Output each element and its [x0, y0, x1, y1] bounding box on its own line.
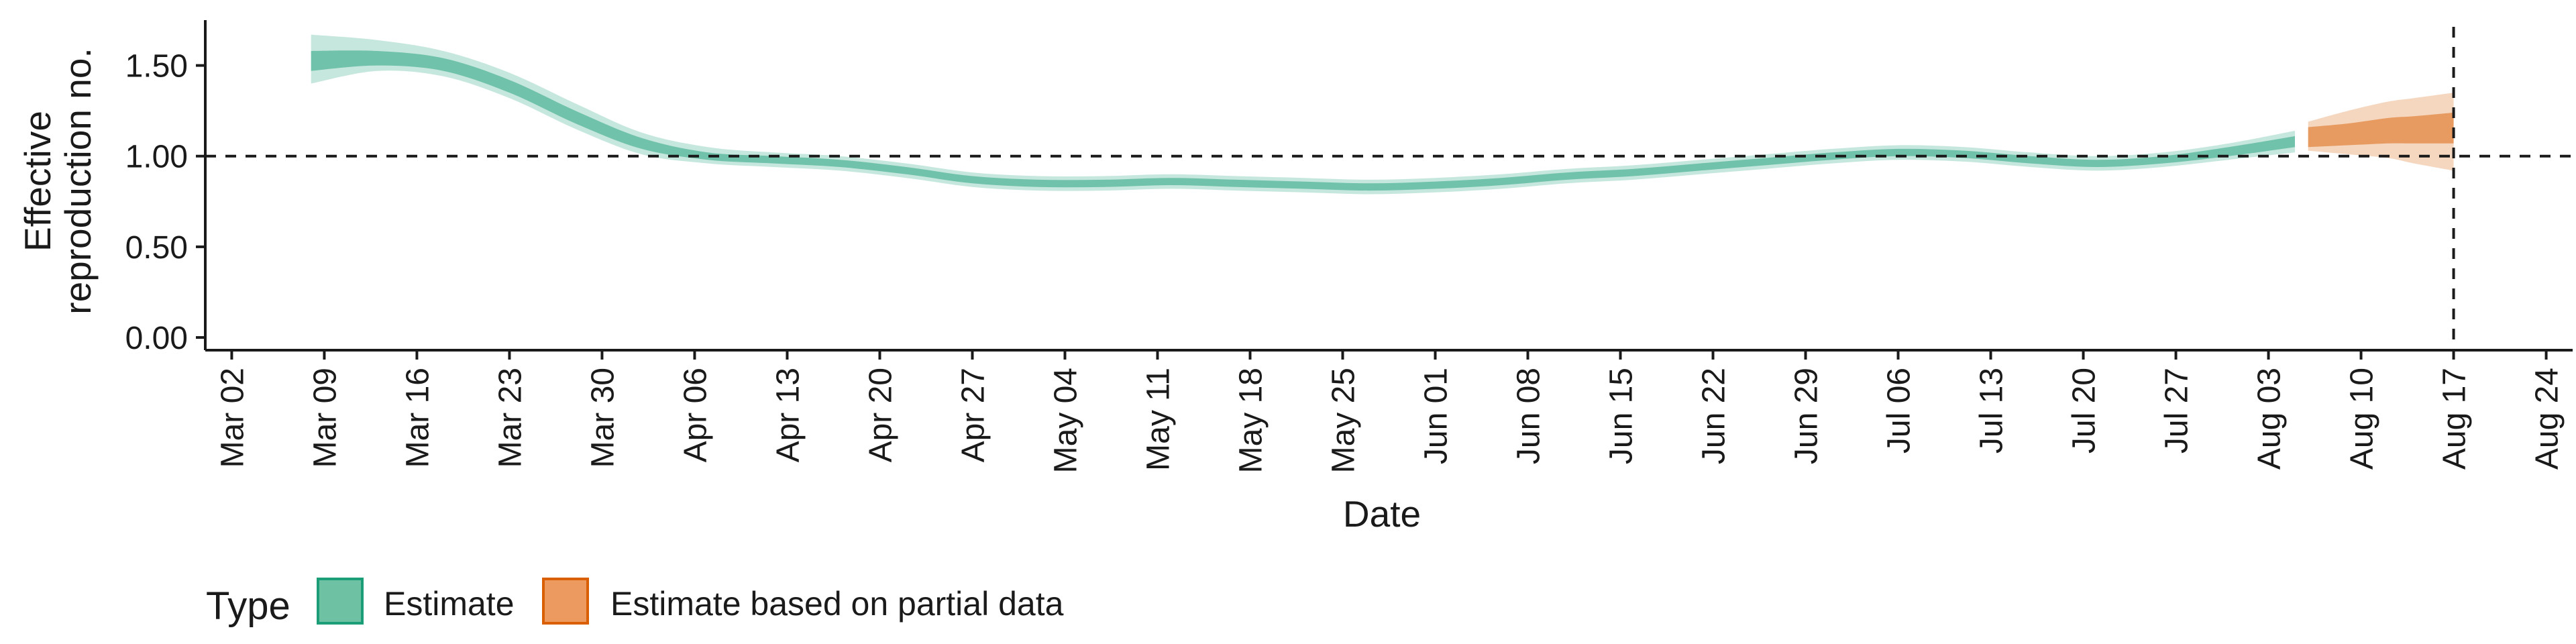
- x-tick-label: Aug 24: [2530, 368, 2565, 470]
- x-tick-label: Mar 16: [400, 368, 435, 468]
- x-tick-label: May 11: [1141, 368, 1177, 471]
- legend-key-partial-estimate: [542, 578, 589, 625]
- x-tick-label: May 18: [1234, 368, 1269, 473]
- x-tick-label: Aug 17: [2437, 368, 2473, 470]
- y-axis-label-line-2: reproduction no.: [57, 48, 99, 315]
- legend: Type Estimate Estimate based on partial …: [206, 578, 1064, 628]
- x-tick-label: Mar 23: [492, 368, 528, 468]
- x-tick-label: May 25: [1326, 368, 1362, 473]
- x-tick-label: Apr 06: [678, 368, 714, 462]
- series-partial-estimate: [2308, 93, 2454, 171]
- x-axis-label: Date: [1343, 493, 1421, 535]
- x-tick-label: Jun 15: [1604, 368, 1640, 464]
- x-tick-label: Jul 27: [2159, 368, 2195, 453]
- legend-key-estimate: [317, 578, 364, 625]
- uncertainty-bands: [311, 34, 2454, 195]
- x-tick-label: Jul 20: [2067, 368, 2102, 453]
- y-tick-labels: 0.00 0.50 1.00 1.50: [125, 49, 188, 356]
- y-tick-label: 0.50: [125, 230, 188, 266]
- x-tick-label: Apr 13: [771, 368, 806, 462]
- x-tick-label: Jul 06: [1882, 368, 1917, 453]
- x-tick-label: Mar 09: [307, 368, 343, 468]
- ci90-band: [311, 34, 2296, 195]
- x-tick-label: Mar 02: [215, 368, 250, 468]
- x-tick-labels: Mar 02 Mar 09 Mar 16 Mar 23 Mar 30 Apr 06 Apr …: [215, 368, 2565, 473]
- x-tick-label: Jul 13: [1974, 368, 2010, 453]
- y-tick-label: 0.00: [125, 321, 188, 356]
- reference-lines: [205, 27, 2573, 350]
- x-tick-label: Apr 27: [956, 368, 991, 462]
- x-tick-label: Jun 08: [1511, 368, 1547, 464]
- x-tick-label: Apr 20: [863, 368, 899, 462]
- y-axis-label: Effective reproduction no.: [17, 48, 99, 315]
- x-tick-label: Jun 29: [1789, 368, 1825, 464]
- x-tick-label: Aug 10: [2345, 368, 2380, 470]
- y-tick-label: 1.50: [125, 49, 188, 85]
- series-estimate: [311, 34, 2296, 195]
- x-tick-label: Jun 01: [1419, 368, 1454, 464]
- legend-label-partial-estimate: Estimate based on partial data: [610, 585, 1064, 623]
- y-axis-label-line-1: Effective: [17, 111, 58, 252]
- y-tick-label: 1.00: [125, 140, 188, 175]
- legend-title: Type: [206, 584, 290, 628]
- axes: [196, 20, 2573, 360]
- x-tick-label: Jun 22: [1697, 368, 1732, 464]
- x-tick-label: Aug 03: [2252, 368, 2288, 470]
- ci50-band: [2308, 112, 2454, 148]
- legend-label-estimate: Estimate: [384, 585, 515, 623]
- x-tick-label: May 04: [1049, 368, 1084, 473]
- x-tick-label: Mar 30: [586, 368, 621, 468]
